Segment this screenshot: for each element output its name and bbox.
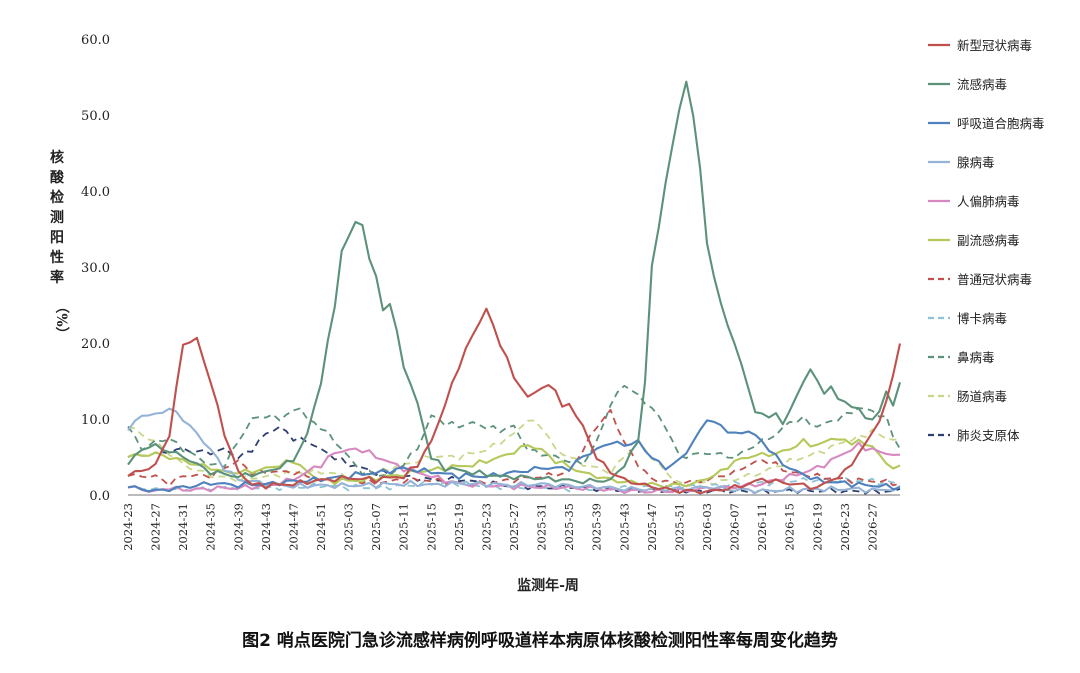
legend-label: 呼吸道合胞病毒: [957, 116, 1045, 131]
x-tick-label: 2026-23: [838, 503, 852, 551]
y-axis-title-char: 检: [50, 189, 64, 206]
y-tick-label: 60.0: [81, 33, 110, 48]
legend-label: 鼻病毒: [957, 350, 995, 365]
x-tick-label: 2024-43: [259, 503, 273, 551]
series-line: [127, 419, 901, 493]
x-tick-label: 2025-23: [479, 503, 493, 551]
x-tick-label: 2025-43: [617, 503, 631, 551]
x-tick-label: 2025-35: [562, 503, 576, 551]
legend-label: 肺炎支原体: [957, 428, 1020, 443]
x-tick-label: 2025-47: [645, 503, 659, 551]
x-tick-label: 2024-35: [204, 503, 218, 551]
x-tick-label: 2026-19: [810, 503, 824, 551]
y-axis-title-char: 率: [50, 269, 64, 286]
x-tick-label: 2024-31: [176, 503, 190, 551]
x-tick-label: 2026-27: [865, 503, 879, 551]
y-tick-label: 0.0: [89, 489, 110, 504]
series-line: [127, 476, 901, 493]
x-tick-label: 2025-03: [342, 503, 356, 551]
y-tick-label: 10.0: [81, 413, 110, 428]
x-tick-label: 2025-19: [452, 503, 466, 551]
legend-label: 博卡病毒: [957, 311, 1007, 326]
legend-label: 新型冠状病毒: [957, 38, 1032, 53]
legend-label: 流感病毒: [957, 77, 1007, 92]
x-tick-label: 2026-11: [755, 503, 769, 551]
series-line: [127, 408, 901, 487]
x-axis: 2024-23 2024-27 2024-31 2024-35 2024-39 2024-…: [121, 503, 879, 551]
series-line: [127, 307, 902, 495]
series-line: [127, 437, 901, 489]
x-tick-label: 2024-51: [314, 503, 328, 551]
y-axis-title-char: 性: [50, 249, 64, 266]
plot-area: [127, 80, 902, 495]
legend-label: 普通冠状病毒: [957, 272, 1032, 287]
x-tick-label: 2025-51: [672, 503, 686, 551]
y-tick-label: 50.0: [81, 109, 110, 124]
legend-label: 副流感病毒: [957, 233, 1020, 248]
series-line: [127, 384, 901, 478]
x-tick-label: 2024-23: [121, 503, 135, 551]
y-tick-label: 40.0: [81, 185, 110, 200]
x-tick-label: 2025-07: [369, 503, 383, 551]
x-tick-label: 2026-15: [783, 503, 797, 551]
y-axis-title-char: 测: [50, 209, 64, 226]
x-tick-label: 2025-39: [590, 503, 604, 551]
x-tick-label: 2026-03: [700, 503, 714, 551]
x-axis-title: 监测年-周: [517, 577, 579, 594]
figure-caption: 图2 哨点医院门急诊流感样病例呼吸道样本病原体核酸检测阳性率每周变化趋势: [242, 631, 838, 651]
x-tick-label: 2024-27: [149, 503, 163, 551]
series-line: [127, 407, 901, 494]
y-axis-title-char: （%）: [53, 299, 69, 340]
legend-label: 肠道病毒: [957, 389, 1007, 404]
y-axis: 0.0 10.0 20.0 30.0 40.0 50.0 60.0: [81, 33, 110, 504]
x-tick-label: 2025-11: [397, 503, 411, 551]
series-line: [127, 419, 901, 486]
y-tick-label: 20.0: [81, 337, 110, 352]
x-tick-label: 2025-31: [535, 503, 549, 551]
x-tick-label: 2025-15: [424, 503, 438, 551]
legend-label: 人偏肺病毒: [957, 194, 1020, 209]
y-tick-label: 30.0: [81, 261, 110, 276]
y-axis-title-char: 核: [50, 149, 64, 166]
y-axis-title-char: 阳: [50, 230, 64, 246]
legend: 新型冠状病毒流感病毒呼吸道合胞病毒腺病毒人偏肺病毒副流感病毒普通冠状病毒博卡病毒…: [928, 38, 1045, 443]
x-tick-label: 2026-07: [728, 503, 742, 551]
y-axis-title: 核酸检测阳性率 （%）: [50, 149, 69, 341]
legend-label: 腺病毒: [957, 155, 995, 170]
y-axis-title-char: 酸: [50, 169, 65, 186]
series-line: [127, 80, 902, 485]
x-tick-label: 2025-27: [507, 503, 521, 551]
x-tick-label: 2024-47: [286, 503, 300, 551]
x-tick-label: 2024-39: [231, 503, 245, 551]
